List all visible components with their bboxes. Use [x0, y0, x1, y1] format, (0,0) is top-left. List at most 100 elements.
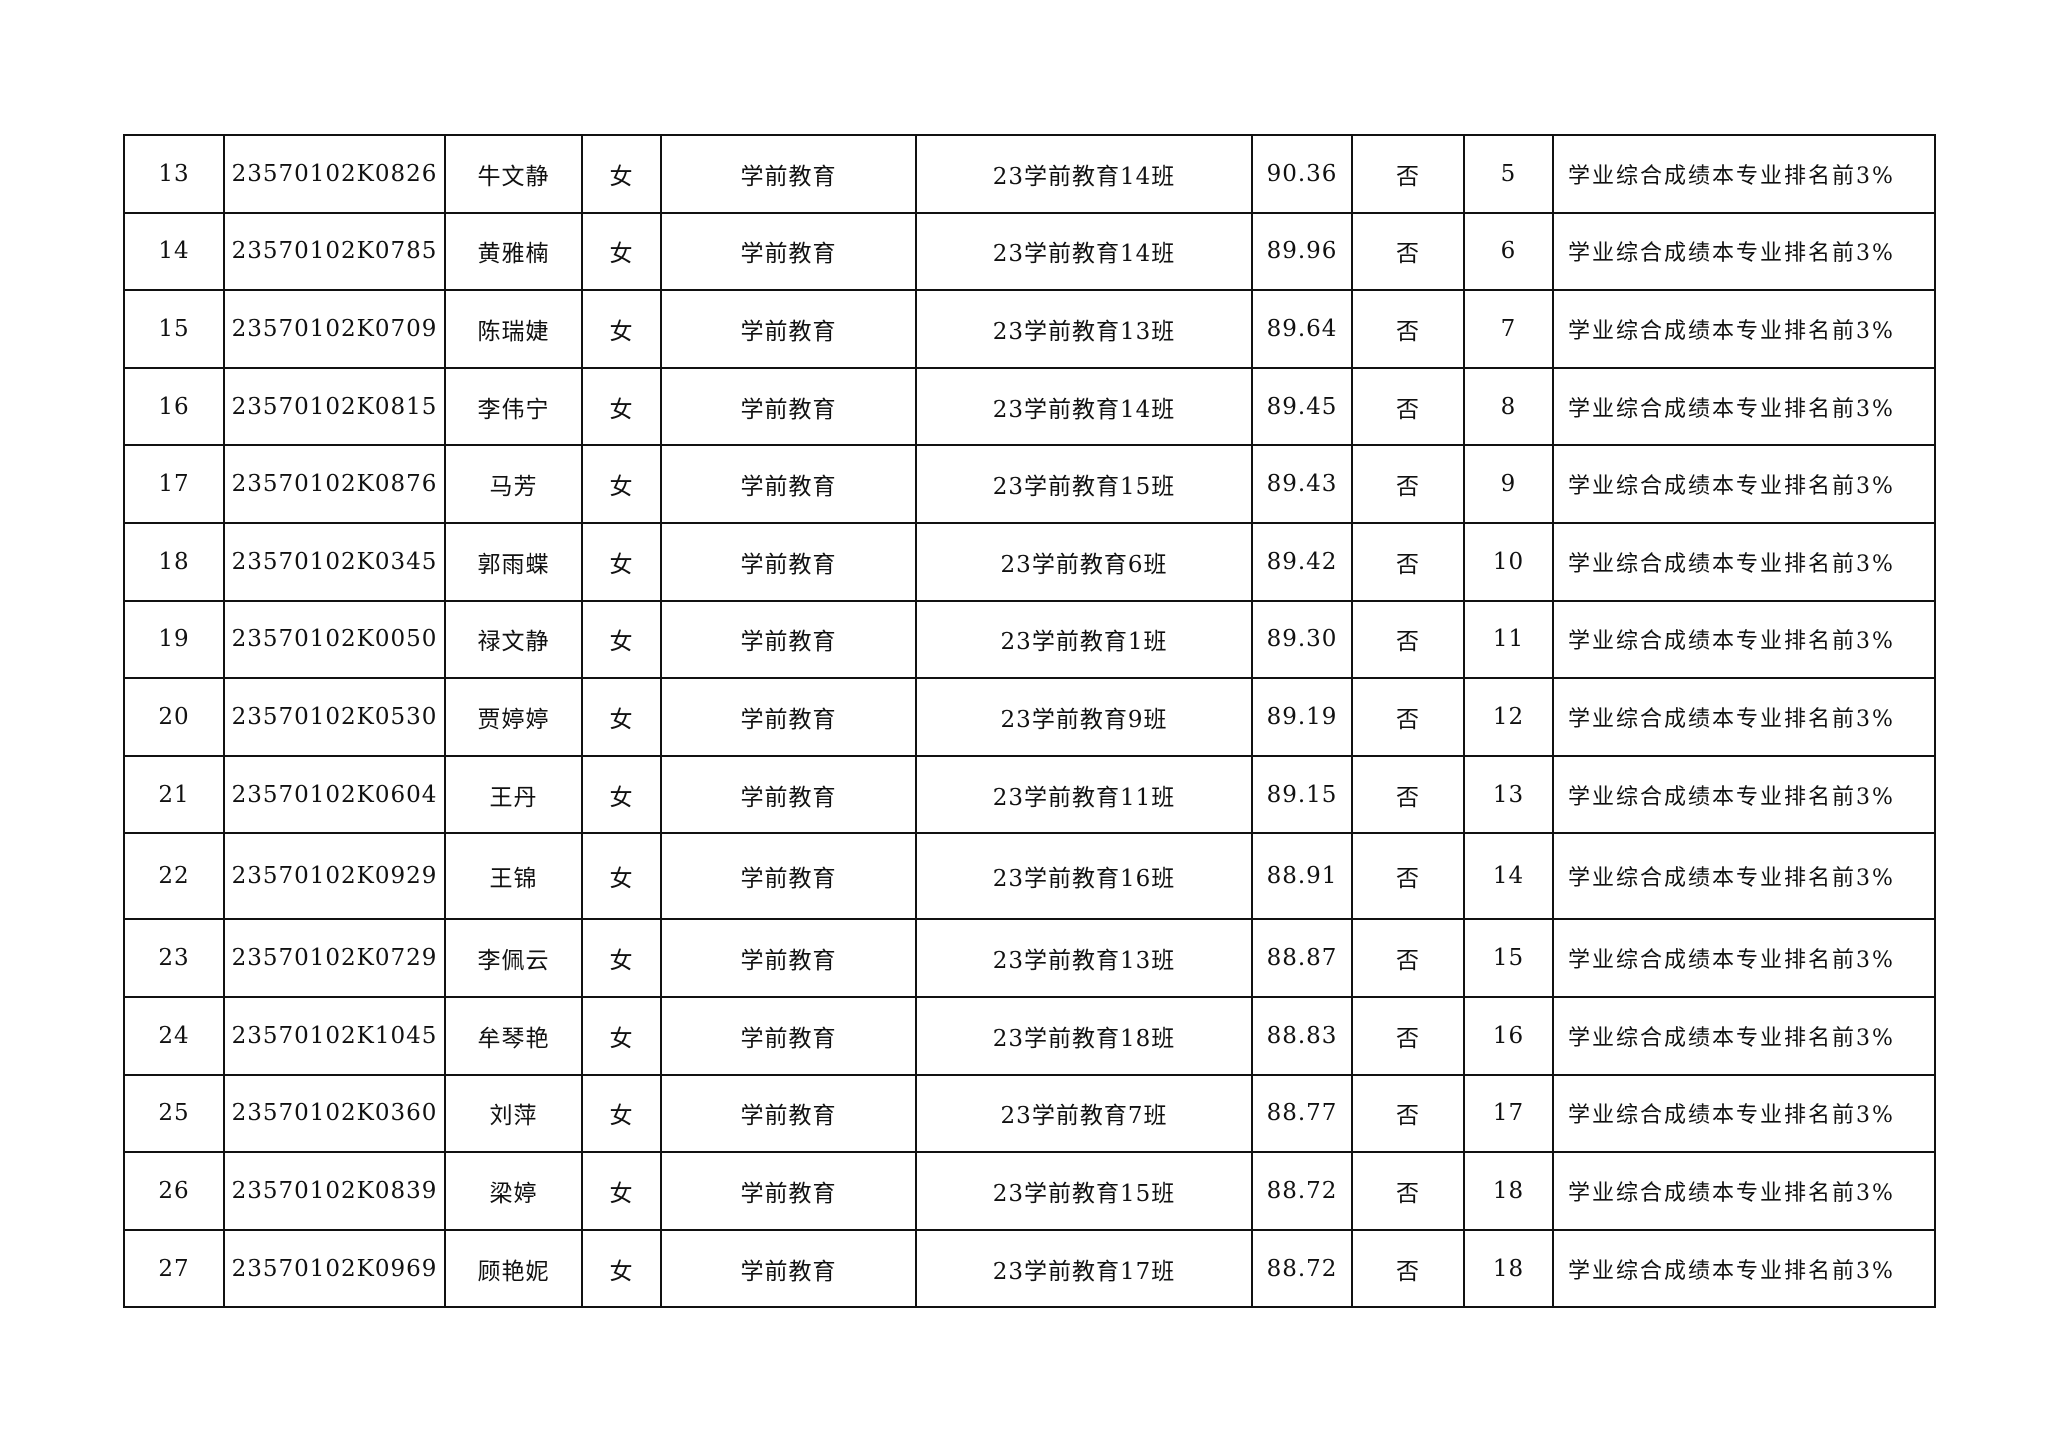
gender-cell: 女 [581, 677, 662, 757]
note-cell: 学业综合成绩本专业排名前3% [1552, 599, 1936, 680]
flag-cell: 否 [1351, 1151, 1465, 1231]
row-number-cell: 13 [123, 134, 225, 214]
table-row: 23 23570102K0729 李佩云女学前教育 23学前教育13班 88.87 否 15… [123, 918, 1936, 998]
flag-cell: 否 [1351, 1073, 1465, 1154]
score-cell: 89.30 [1251, 599, 1353, 680]
student-id-cell: 23570102K0929 [223, 832, 446, 921]
major-cell: 学前教育 [660, 1151, 917, 1231]
row-number-cell: 18 [123, 521, 225, 602]
table-row: 21 23570102K0604 王丹女学前教育 23学前教育11班 89.15 否 13 学… [123, 754, 1936, 835]
note-cell: 学业综合成绩本专业排名前3% [1552, 832, 1936, 921]
row-number-cell: 17 [123, 444, 225, 524]
row-number-cell: 27 [123, 1228, 225, 1309]
score-cell: 88.91 [1251, 832, 1353, 921]
flag-cell: 否 [1351, 754, 1465, 835]
gender-cell: 女 [581, 918, 662, 998]
row-number-cell: 20 [123, 677, 225, 757]
gender-cell: 女 [581, 134, 662, 214]
flag-cell: 否 [1351, 1228, 1465, 1309]
rank-cell: 5 [1463, 134, 1554, 214]
major-cell: 学前教育 [660, 521, 917, 602]
table-row: 19 23570102K0050 禄文静女学前教育 23学前教育1班 89.30 否 11 学… [123, 599, 1936, 680]
table-row: 16 23570102K0815 李伟宁女学前教育 23学前教育14班 89.45 否 8 学… [123, 366, 1936, 447]
note-cell: 学业综合成绩本专业排名前3% [1552, 1228, 1936, 1309]
row-number-cell: 24 [123, 995, 225, 1076]
class-name-cell: 23学前教育13班 [915, 289, 1253, 369]
class-name-cell: 23学前教育9班 [915, 677, 1253, 757]
class-name-cell: 23学前教育18班 [915, 995, 1253, 1076]
note-cell: 学业综合成绩本专业排名前3% [1552, 995, 1936, 1076]
student-name-cell: 牛文静 [444, 134, 583, 214]
flag-cell: 否 [1351, 677, 1465, 757]
rank-cell: 17 [1463, 1073, 1554, 1154]
table-row: 20 23570102K0530 贾婷婷女学前教育 23学前教育9班 89.19 否 12 学… [123, 677, 1936, 757]
note-cell: 学业综合成绩本专业排名前3% [1552, 211, 1936, 292]
table-row: 13 23570102K0826 牛文静女学前教育 23学前教育14班 90.36 否 5 学… [123, 134, 1936, 214]
rank-cell: 11 [1463, 599, 1554, 680]
table-row: 18 23570102K0345 郭雨蝶女学前教育 23学前教育6班 89.42 否 10 学… [123, 521, 1936, 602]
gender-cell: 女 [581, 599, 662, 680]
student-id-cell: 23570102K0604 [223, 754, 446, 835]
student-id-cell: 23570102K0709 [223, 289, 446, 369]
class-name-cell: 23学前教育1班 [915, 599, 1253, 680]
table-row: 15 23570102K0709 陈瑞婕女学前教育 23学前教育13班 89.64 否 7 学… [123, 289, 1936, 369]
student-id-cell: 23570102K1045 [223, 995, 446, 1076]
table-row: 26 23570102K0839 梁婷女学前教育 23学前教育15班 88.72 否 18 学… [123, 1151, 1936, 1231]
row-number-cell: 21 [123, 754, 225, 835]
note-cell: 学业综合成绩本专业排名前3% [1552, 521, 1936, 602]
gender-cell: 女 [581, 1228, 662, 1309]
rank-cell: 13 [1463, 754, 1554, 835]
student-id-cell: 23570102K0530 [223, 677, 446, 757]
student-name-cell: 顾艳妮 [444, 1228, 583, 1309]
student-name-cell: 梁婷 [444, 1151, 583, 1231]
class-name-cell: 23学前教育14班 [915, 211, 1253, 292]
student-id-cell: 23570102K0050 [223, 599, 446, 680]
gender-cell: 女 [581, 521, 662, 602]
major-cell: 学前教育 [660, 211, 917, 292]
flag-cell: 否 [1351, 134, 1465, 214]
student-name-cell: 牟琴艳 [444, 995, 583, 1076]
student-name-cell: 李伟宁 [444, 366, 583, 447]
major-cell: 学前教育 [660, 1228, 917, 1309]
student-name-cell: 王锦 [444, 832, 583, 921]
student-id-cell: 23570102K0785 [223, 211, 446, 292]
major-cell: 学前教育 [660, 366, 917, 447]
flag-cell: 否 [1351, 289, 1465, 369]
flag-cell: 否 [1351, 918, 1465, 998]
score-cell: 89.19 [1251, 677, 1353, 757]
student-name-cell: 郭雨蝶 [444, 521, 583, 602]
class-name-cell: 23学前教育14班 [915, 366, 1253, 447]
score-cell: 88.72 [1251, 1228, 1353, 1309]
student-id-cell: 23570102K0969 [223, 1228, 446, 1309]
class-name-cell: 23学前教育16班 [915, 832, 1253, 921]
table-row: 17 23570102K0876 马芳女学前教育 23学前教育15班 89.43 否 9 学业… [123, 444, 1936, 524]
rank-cell: 18 [1463, 1151, 1554, 1231]
row-number-cell: 14 [123, 211, 225, 292]
major-cell: 学前教育 [660, 677, 917, 757]
class-name-cell: 23学前教育11班 [915, 754, 1253, 835]
major-cell: 学前教育 [660, 289, 917, 369]
flag-cell: 否 [1351, 599, 1465, 680]
note-cell: 学业综合成绩本专业排名前3% [1552, 918, 1936, 998]
note-cell: 学业综合成绩本专业排名前3% [1552, 289, 1936, 369]
score-cell: 90.36 [1251, 134, 1353, 214]
row-number-cell: 25 [123, 1073, 225, 1154]
student-id-cell: 23570102K0839 [223, 1151, 446, 1231]
score-cell: 89.43 [1251, 444, 1353, 524]
major-cell: 学前教育 [660, 918, 917, 998]
table-row: 22 23570102K0929 王锦女学前教育 23学前教育16班 88.91 否 14 学… [123, 832, 1936, 921]
student-name-cell: 王丹 [444, 754, 583, 835]
student-name-cell: 马芳 [444, 444, 583, 524]
table-row: 14 23570102K0785 黄雅楠女学前教育 23学前教育14班 89.96 否 6 学… [123, 211, 1936, 292]
major-cell: 学前教育 [660, 832, 917, 921]
rank-cell: 6 [1463, 211, 1554, 292]
student-name-cell: 黄雅楠 [444, 211, 583, 292]
table-body: 13 23570102K0826 牛文静女学前教育 23学前教育14班 90.36 否 5 学… [123, 134, 1936, 1309]
note-cell: 学业综合成绩本专业排名前3% [1552, 366, 1936, 447]
score-cell: 88.83 [1251, 995, 1353, 1076]
class-name-cell: 23学前教育13班 [915, 918, 1253, 998]
major-cell: 学前教育 [660, 444, 917, 524]
student-name-cell: 贾婷婷 [444, 677, 583, 757]
gender-cell: 女 [581, 832, 662, 921]
flag-cell: 否 [1351, 366, 1465, 447]
